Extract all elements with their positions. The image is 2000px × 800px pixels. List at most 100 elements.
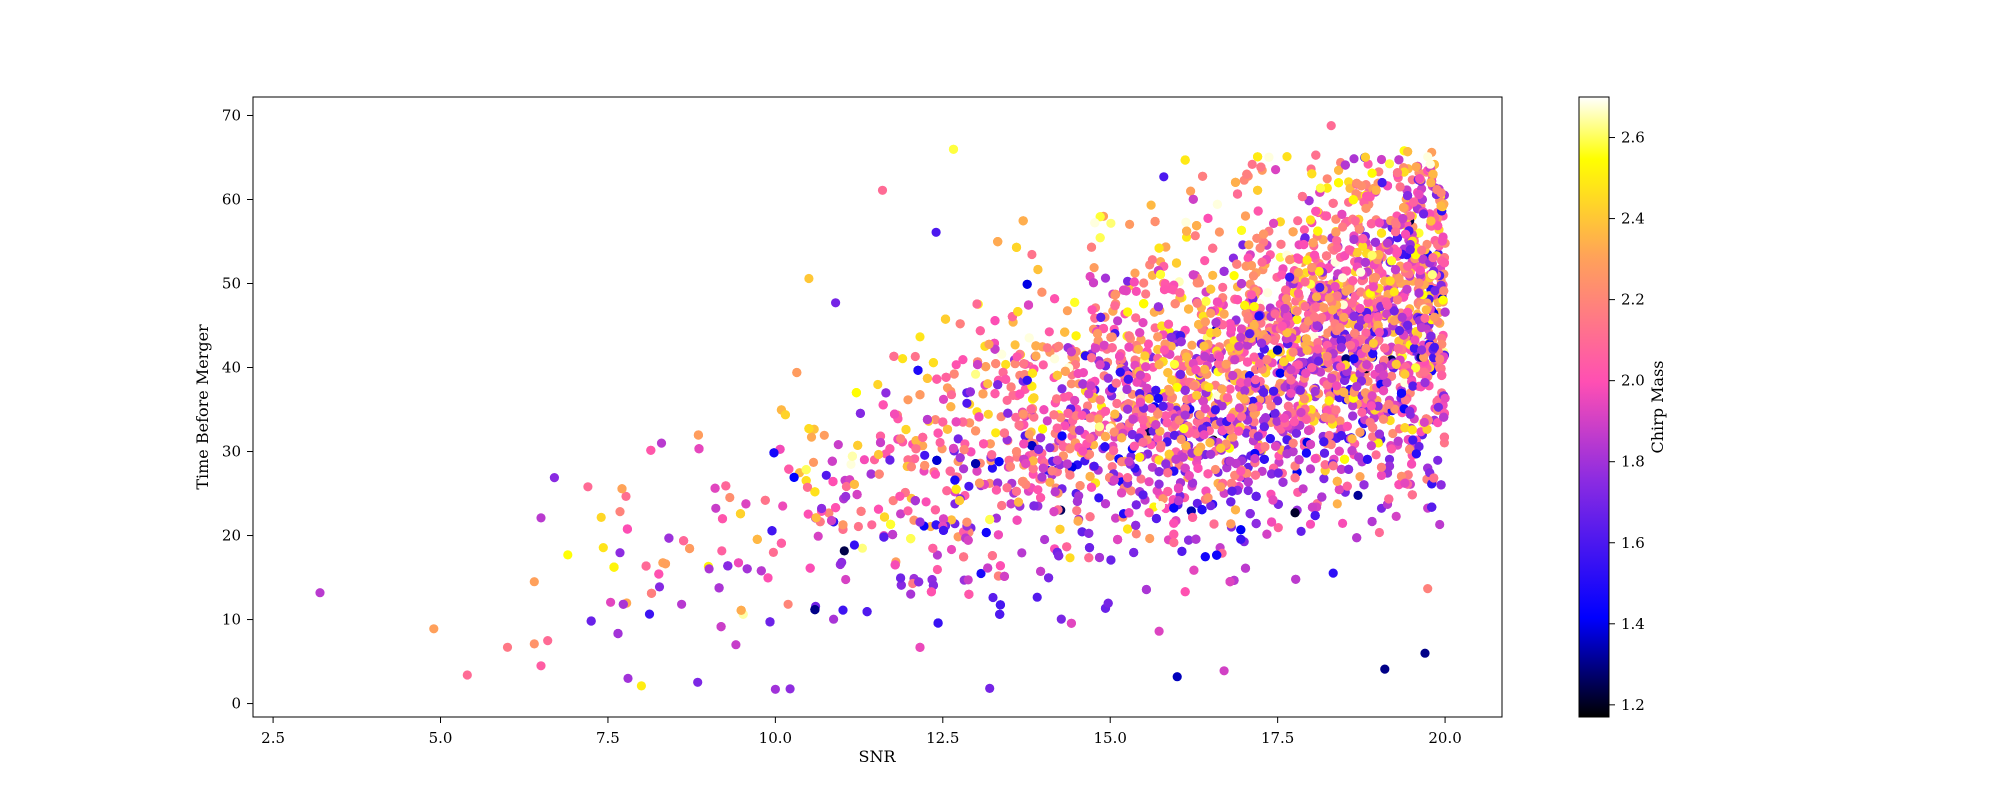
scatter-point: [1178, 452, 1188, 462]
scatter-point: [1362, 454, 1372, 464]
scatter-point: [1111, 513, 1121, 523]
scatter-point: [654, 569, 664, 579]
scatter-point: [1415, 265, 1425, 275]
scatter-point: [946, 390, 957, 400]
scatter-point: [1291, 428, 1301, 438]
scatter-point: [1373, 312, 1383, 322]
scatter-point: [1386, 256, 1397, 266]
scatter-point: [938, 394, 949, 404]
scatter-point: [1200, 256, 1210, 266]
scatter-point: [1088, 278, 1099, 288]
scatter-point: [1243, 377, 1253, 387]
scatter-point: [906, 534, 916, 544]
scatter-point: [1033, 264, 1043, 275]
scatter-point: [1095, 212, 1105, 222]
scatter-point: [841, 491, 851, 502]
scatter-point: [536, 513, 546, 523]
scatter-point: [1301, 334, 1311, 344]
scatter-point: [895, 491, 905, 501]
scatter-point: [873, 449, 884, 460]
scatter-point: [903, 395, 913, 405]
scatter-point: [1073, 368, 1083, 379]
scatter-point: [1036, 433, 1046, 443]
scatter-point: [1336, 464, 1346, 474]
scatter-point: [1417, 245, 1427, 255]
scatter-point: [1377, 178, 1387, 188]
scatter-point: [829, 614, 839, 624]
scatter-point: [1243, 477, 1253, 487]
scatter-point: [875, 431, 886, 441]
scatter-point: [1037, 472, 1047, 482]
scatter-point: [792, 367, 802, 378]
scatter-point: [704, 564, 714, 574]
scatter-point: [1045, 443, 1055, 453]
scatter-point: [429, 624, 439, 634]
scatter-point: [938, 514, 949, 524]
scatter-point: [598, 543, 608, 553]
scatter-point: [1386, 444, 1397, 454]
scatter-point: [1349, 154, 1359, 164]
scatter-point: [995, 609, 1005, 619]
scatter-point: [1234, 426, 1244, 436]
scatter-point: [985, 683, 995, 694]
scatter-point: [1288, 227, 1298, 237]
scatter-point: [1366, 219, 1376, 229]
scatter-point: [1326, 121, 1336, 131]
scatter-point: [964, 481, 974, 491]
scatter-point: [1274, 457, 1284, 467]
scatter-point: [890, 560, 900, 570]
scatter-point: [1275, 368, 1285, 378]
scatter-point: [1414, 441, 1424, 452]
scatter-point: [1291, 574, 1301, 584]
scatter-point: [1050, 294, 1060, 304]
scatter-point: [1060, 366, 1070, 376]
scatter-point: [1267, 469, 1277, 479]
scatter-point: [1151, 513, 1161, 524]
scatter-point: [1403, 147, 1413, 157]
scatter-point: [1426, 216, 1436, 226]
scatter-point: [1303, 425, 1314, 436]
scatter-point: [885, 444, 895, 454]
scatter-point: [1085, 471, 1095, 482]
scatter-point: [1399, 167, 1409, 177]
scatter-point: [803, 509, 813, 519]
scatter-point: [1049, 410, 1059, 420]
scatter-point: [915, 390, 925, 400]
scatter-point: [1433, 455, 1443, 465]
scatter-point: [1236, 412, 1247, 422]
scatter-point: [994, 457, 1004, 467]
scatter-point: [827, 516, 837, 526]
scatter-point: [1305, 439, 1316, 449]
scatter-point: [1029, 393, 1039, 403]
scatter-point: [1250, 470, 1261, 480]
scatter-point: [1153, 332, 1163, 342]
scatter-point: [1011, 242, 1022, 252]
scatter-point: [1332, 243, 1342, 253]
scatter-point: [1338, 222, 1348, 232]
scatter-point: [606, 597, 616, 607]
scatter-point: [1094, 552, 1105, 563]
scatter-point: [1192, 221, 1202, 231]
scatter-point: [1255, 243, 1265, 253]
scatter-point: [1422, 239, 1432, 249]
scatter-point: [1113, 316, 1123, 326]
scatter-point: [1240, 300, 1250, 310]
scatter-point: [1395, 182, 1405, 192]
scatter-point: [1109, 446, 1119, 456]
scatter-point: [1034, 444, 1044, 454]
scatter-point: [958, 417, 968, 427]
scatter-point: [1307, 169, 1317, 179]
scatter-point: [1267, 517, 1277, 527]
scatter-point: [1019, 439, 1029, 449]
scatter-point: [942, 424, 953, 434]
scatter-point: [1212, 199, 1222, 209]
scatter-point: [1272, 416, 1282, 426]
scatter-point: [1399, 202, 1409, 213]
scatter-point: [646, 445, 656, 455]
scatter-point: [1269, 218, 1279, 228]
scatter-point: [839, 546, 849, 556]
scatter-point: [1144, 508, 1154, 518]
scatter-point: [1293, 216, 1303, 226]
scatter-point: [1131, 313, 1141, 323]
scatter-point: [972, 466, 982, 476]
